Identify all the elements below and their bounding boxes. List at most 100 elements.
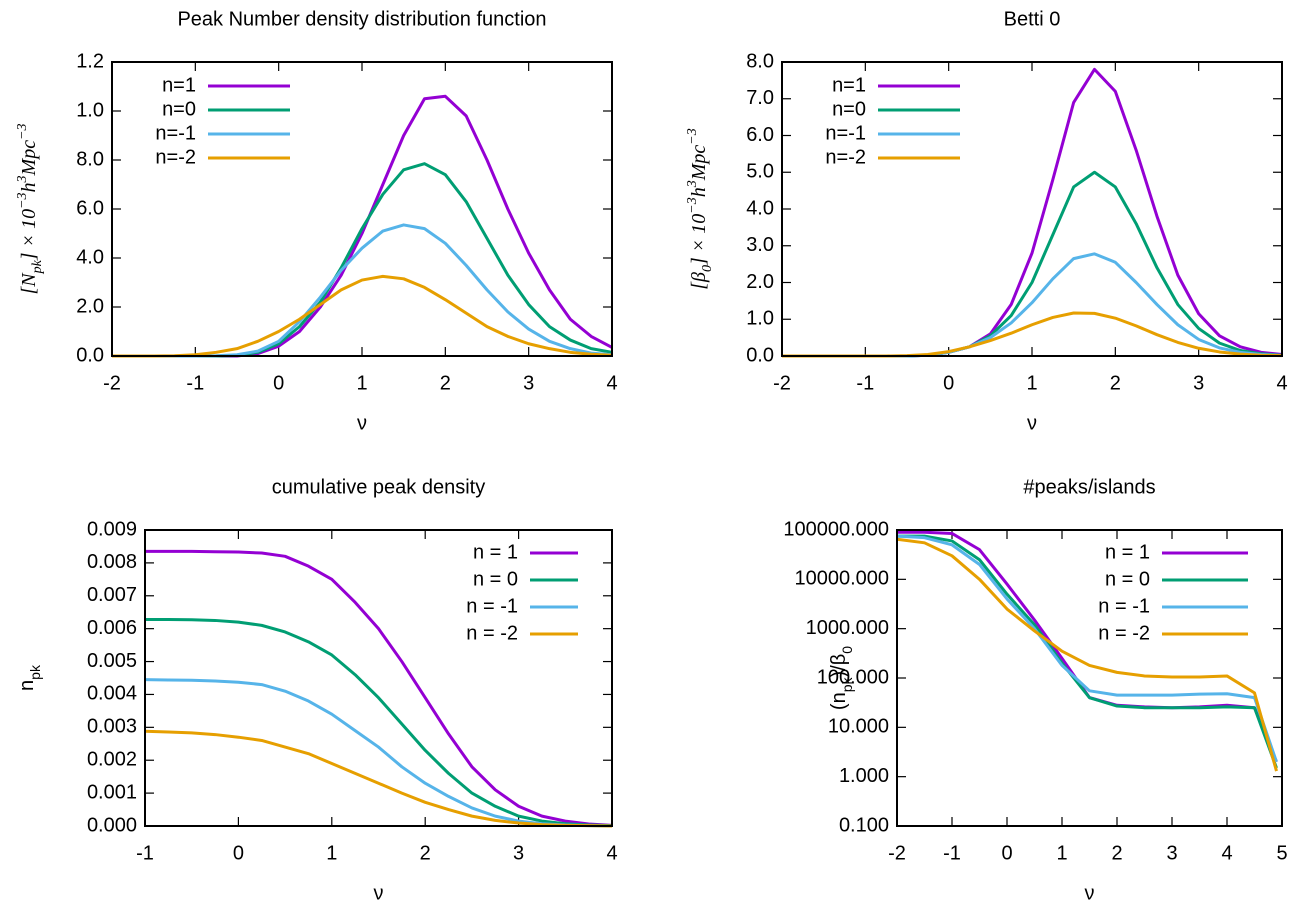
x-tick-label: 5 — [1276, 842, 1287, 864]
x-tick-label: 3 — [1166, 842, 1177, 864]
y-tick-label: 1.0 — [76, 99, 104, 121]
series-line — [112, 274, 613, 358]
legend-label: n=-2 — [825, 146, 866, 168]
y-tick-label: 6.0 — [76, 197, 104, 219]
x-tick-label: 2 — [440, 372, 451, 394]
x-tick-label: 2 — [420, 842, 431, 864]
legend-label: n=0 — [162, 98, 196, 120]
chart-title: cumulative peak density — [272, 476, 485, 498]
x-tick-label: 4 — [606, 372, 617, 394]
y-axis-label: npk — [16, 664, 42, 691]
x-tick-label: 1 — [1056, 842, 1067, 864]
y-tick-label: 1.2 — [76, 50, 104, 72]
legend-label: n = -1 — [1098, 595, 1150, 617]
y-tick-label: 100000.000 — [783, 518, 889, 540]
legend-label: n = -2 — [1098, 622, 1150, 644]
x-tick-label: -1 — [136, 842, 154, 864]
series-line — [896, 537, 1278, 772]
series-line — [112, 162, 613, 358]
y-tick-label: 4.0 — [746, 197, 774, 219]
x-tick-label: 3 — [523, 372, 534, 394]
plot-frame — [111, 61, 613, 357]
y-tick-label: 3.0 — [746, 234, 774, 256]
y-tick-label: 10000.000 — [794, 568, 889, 590]
y-tick-label: 2.0 — [76, 295, 104, 317]
x-tick-label: 3 — [513, 842, 524, 864]
y-axis-label: [Npk] × 10−3h3Mpc−3 — [15, 123, 45, 294]
plot-frame — [781, 61, 1283, 357]
chart-title: Betti 0 — [1004, 8, 1061, 30]
legend-label: n=-1 — [155, 122, 196, 144]
series-line — [782, 252, 1283, 358]
y-tick-label: 5.0 — [746, 161, 774, 183]
x-axis-label: ν — [1085, 882, 1095, 904]
legend-label: n=0 — [832, 98, 866, 120]
x-tick-label: -2 — [103, 372, 121, 394]
y-tick-label: 0.0 — [746, 344, 774, 366]
y-tick-label: 10.000 — [828, 716, 889, 738]
x-tick-label: 4 — [606, 842, 617, 864]
legend-label: n=-2 — [155, 146, 196, 168]
x-tick-label: -2 — [888, 842, 906, 864]
x-axis-label: ν — [374, 882, 384, 904]
series-line — [897, 530, 1278, 763]
x-tick-label: 0 — [273, 372, 284, 394]
x-tick-label: 0 — [943, 372, 954, 394]
y-tick-label: 1.000 — [839, 765, 889, 787]
series-line — [896, 534, 1278, 763]
x-tick-label: 1 — [326, 842, 337, 864]
y-tick-label: 0.003 — [87, 716, 137, 738]
y-tick-label: 8.0 — [746, 50, 774, 72]
y-tick-label: 0.004 — [87, 683, 137, 705]
x-tick-label: -1 — [186, 372, 204, 394]
chart-title: Peak Number density distribution functio… — [177, 8, 546, 30]
y-tick-label: 1000.000 — [806, 617, 889, 639]
x-tick-label: 0 — [1001, 842, 1012, 864]
series-line — [782, 170, 1283, 358]
y-tick-label: 6.0 — [746, 124, 774, 146]
x-axis-label: ν — [357, 412, 367, 434]
legend-label: n = 0 — [1105, 568, 1150, 590]
legend-label: n = 0 — [473, 568, 518, 590]
x-tick-label: -1 — [943, 842, 961, 864]
y-tick-label: 1.0 — [746, 308, 774, 330]
y-tick-label: 0.006 — [87, 617, 137, 639]
x-tick-label: 4 — [1276, 372, 1287, 394]
y-tick-label: 100.000 — [817, 666, 889, 688]
y-axis-label: (npk)/β0 — [828, 646, 854, 710]
series-line — [145, 549, 613, 827]
y-tick-label: 0.000 — [87, 814, 137, 836]
series-line — [144, 678, 613, 828]
plot-frame — [896, 529, 1283, 827]
x-tick-label: 1 — [1026, 372, 1037, 394]
legend-label: n = -2 — [466, 622, 518, 644]
series-line — [144, 729, 613, 828]
x-tick-label: 2 — [1110, 372, 1121, 394]
x-tick-label: 4 — [1221, 842, 1232, 864]
legend-label: n=1 — [162, 74, 196, 96]
y-tick-label: 0.005 — [87, 650, 137, 672]
legend-label: n=-1 — [825, 122, 866, 144]
y-tick-label: 7.0 — [746, 87, 774, 109]
y-tick-label: 0.008 — [87, 551, 137, 573]
series-line — [145, 617, 613, 828]
y-tick-label: 8.0 — [76, 148, 104, 170]
legend-label: n=1 — [832, 74, 866, 96]
legend-label: n = 1 — [473, 541, 518, 563]
y-tick-label: 4.0 — [76, 246, 104, 268]
x-tick-label: -2 — [773, 372, 791, 394]
y-tick-label: 0.007 — [87, 584, 137, 606]
y-axis-label: [β0] × 10−3h3Mpc−3 — [685, 128, 715, 289]
y-tick-label: 0.0 — [76, 344, 104, 366]
y-tick-label: 2.0 — [746, 271, 774, 293]
x-tick-label: 3 — [1193, 372, 1204, 394]
plot-frame — [144, 529, 613, 827]
y-tick-label: 0.002 — [87, 749, 137, 771]
chart-title: #peaks/islands — [1023, 476, 1155, 498]
x-tick-label: 0 — [233, 842, 244, 864]
series-line — [897, 534, 1278, 769]
legend-label: n = 1 — [1105, 541, 1150, 563]
x-tick-label: -1 — [856, 372, 874, 394]
x-tick-label: 2 — [1111, 842, 1122, 864]
